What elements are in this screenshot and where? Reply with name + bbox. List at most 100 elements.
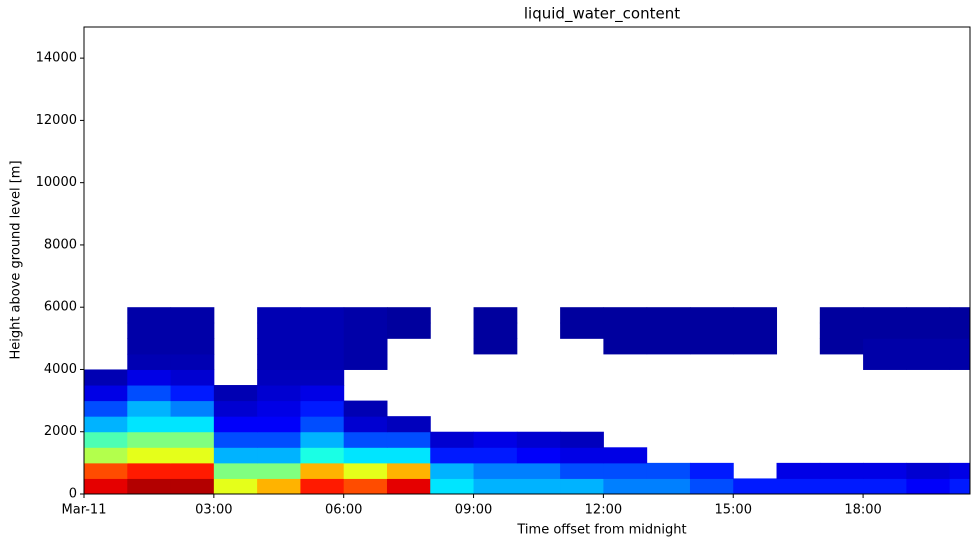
heat-cell (127, 400, 172, 417)
heat-cell (170, 462, 215, 479)
heat-cell (949, 462, 971, 479)
heat-cell (819, 322, 864, 339)
heat-cell (733, 478, 778, 495)
heat-cell (343, 478, 388, 495)
heat-cell (170, 307, 215, 324)
heat-cell (516, 431, 561, 448)
heat-cell (257, 462, 301, 479)
heat-cell (646, 322, 691, 339)
heat-cell (689, 462, 734, 479)
heat-cell (819, 307, 864, 324)
heat-cell (473, 462, 518, 479)
heat-cell (84, 369, 128, 386)
heat-cell (863, 322, 907, 339)
heat-cell (127, 462, 172, 479)
y-tick-label: 6000 (44, 300, 77, 315)
heat-cell (170, 400, 215, 417)
heat-cell (84, 478, 128, 495)
x-tick-label: 15:00 (715, 503, 752, 518)
plot-frame (83, 26, 971, 495)
heat-cell (84, 400, 128, 417)
heat-cell (213, 447, 258, 464)
heat-cell (84, 431, 128, 448)
heat-cell (257, 416, 301, 433)
x-tick-label: 03:00 (195, 503, 232, 518)
y-axis-label: Height above ground level [m] (9, 160, 24, 359)
heat-cell (343, 322, 388, 339)
heat-cell (863, 462, 907, 479)
heat-cell (430, 478, 475, 495)
heat-cell (863, 338, 907, 355)
heat-cell (516, 478, 561, 495)
heat-cell (733, 322, 778, 339)
heat-cell (343, 416, 388, 433)
heat-cell (343, 431, 388, 448)
heat-cell (949, 478, 971, 495)
heat-cell (863, 307, 907, 324)
y-tick-label: 2000 (44, 424, 77, 439)
heat-cell (473, 338, 518, 355)
heat-cell (343, 307, 388, 324)
heat-cell (473, 478, 518, 495)
y-tick-label: 10000 (36, 175, 77, 190)
heat-cell (300, 385, 345, 402)
heat-cell (386, 322, 431, 339)
y-tick-label: 0 (69, 487, 77, 502)
heat-cell (300, 400, 345, 417)
heat-cell (257, 447, 301, 464)
heat-cell (646, 478, 691, 495)
heat-cell (257, 322, 301, 339)
heat-cell (906, 338, 951, 355)
heat-cell (386, 307, 431, 324)
heat-cell (127, 322, 172, 339)
heat-cell (473, 447, 518, 464)
heat-cell (646, 338, 691, 355)
heat-cell (300, 462, 345, 479)
chart-title: liquid_water_content (524, 5, 680, 24)
heat-cell (819, 462, 864, 479)
heat-cell (127, 447, 172, 464)
heat-cell (257, 307, 301, 324)
heat-cell (213, 400, 258, 417)
heat-cell (516, 462, 561, 479)
heat-cell (170, 431, 215, 448)
heat-cell (170, 478, 215, 495)
heat-cell (776, 478, 821, 495)
heat-cell (343, 447, 388, 464)
heat-cell (516, 447, 561, 464)
heat-cell (906, 353, 951, 370)
heat-cell (603, 338, 648, 355)
heat-cell (430, 447, 475, 464)
heat-cell (689, 338, 734, 355)
heat-cell (863, 353, 907, 370)
heat-cell (603, 447, 648, 464)
heat-cell (560, 462, 604, 479)
heat-cell (560, 431, 604, 448)
heat-cell (257, 338, 301, 355)
y-tick-label: 8000 (44, 237, 77, 252)
heat-cell (127, 307, 172, 324)
heat-cell (343, 462, 388, 479)
y-tick-label: 12000 (36, 113, 77, 128)
heat-cell (170, 353, 215, 370)
heat-cell (646, 307, 691, 324)
heat-cell (300, 338, 345, 355)
heat-cell (560, 322, 604, 339)
x-tick-label: 12:00 (585, 503, 622, 518)
heat-cell (776, 462, 821, 479)
heat-cell (127, 478, 172, 495)
heat-cell (819, 338, 864, 355)
heat-cell (127, 385, 172, 402)
heat-cell (257, 431, 301, 448)
x-axis-label: Time offset from midnight (516, 523, 686, 538)
heat-cell (84, 385, 128, 402)
heat-cell (170, 447, 215, 464)
heat-cell (300, 416, 345, 433)
x-tick-label: Mar-11 (62, 503, 107, 518)
heat-cell (386, 416, 431, 433)
heat-cell (473, 307, 518, 324)
x-tick-label: 09:00 (455, 503, 492, 518)
heat-cell (906, 462, 951, 479)
heat-cell (430, 431, 475, 448)
